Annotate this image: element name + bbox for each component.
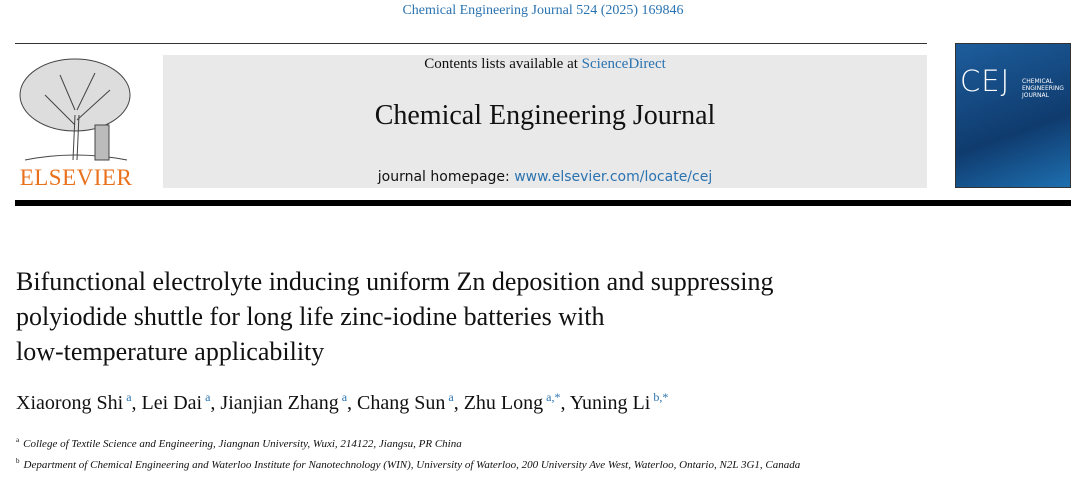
author-affiliation-mark: a bbox=[205, 390, 211, 404]
author: Yuning Li b,* bbox=[569, 390, 669, 414]
header-rule bbox=[15, 200, 1071, 206]
affiliation-label: a bbox=[16, 436, 20, 444]
sciencedirect-link[interactable]: ScienceDirect bbox=[581, 56, 666, 72]
author-name: Zhu Long bbox=[463, 392, 544, 414]
article-title: Bifunctional electrolyte inducing unifor… bbox=[16, 264, 773, 369]
author: Xiaorong Shi a bbox=[16, 390, 142, 414]
journal-name: Chemical Engineering Journal bbox=[374, 100, 716, 131]
top-rule bbox=[15, 43, 927, 44]
author-name: Chang Sun bbox=[357, 392, 446, 414]
affiliation-label: b bbox=[16, 457, 20, 465]
author-name: Xiaorong Shi bbox=[16, 392, 124, 414]
cover-title: CHEMICAL ENGINEERING JOURNAL bbox=[1022, 78, 1064, 99]
homepage-line: journal homepage: www.elsevier.com/locat… bbox=[163, 169, 927, 185]
contents-text: Contents lists available at bbox=[424, 56, 578, 72]
author-name: Yuning Li bbox=[569, 392, 651, 414]
contents-line: Contents lists available at ScienceDirec… bbox=[163, 56, 927, 73]
author-affiliation-mark: a bbox=[341, 390, 348, 404]
author: Chang Sun a bbox=[357, 390, 464, 414]
homepage-link[interactable]: www.elsevier.com/locate/cej bbox=[514, 169, 713, 185]
journal-cover[interactable] bbox=[955, 43, 1071, 188]
author-name: Jianjian Zhang bbox=[220, 392, 339, 414]
author-list: Xiaorong ShiaLei DaiaJianjian ZhangaChan… bbox=[16, 390, 668, 415]
author-affiliation-mark: a,* bbox=[546, 390, 561, 404]
author-affiliation-mark: b,* bbox=[653, 390, 669, 404]
author: Jianjian Zhang a bbox=[220, 390, 357, 414]
affiliation-text: Department of Chemical Engineering and W… bbox=[23, 459, 801, 471]
author-affiliation-mark: a bbox=[126, 390, 132, 404]
affiliation: b Department of Chemical Engineering and … bbox=[16, 453, 946, 474]
journal-banner bbox=[163, 55, 927, 188]
publisher-name: ELSEVIER bbox=[19, 165, 133, 190]
homepage-label: journal homepage: bbox=[377, 169, 510, 185]
author: Lei Dai a bbox=[141, 390, 221, 414]
title-line: low-temperature applicability bbox=[16, 337, 325, 366]
publisher-logo bbox=[15, 55, 137, 190]
author-affiliation-mark: a bbox=[448, 390, 454, 404]
affiliation-list: a College of Textile Science and Engineer… bbox=[16, 432, 946, 474]
title-line: polyiodide shuttle for long life zinc-io… bbox=[16, 302, 605, 331]
author: Zhu Long a,* bbox=[463, 390, 570, 414]
affiliation-text: College of Textile Science and Engineeri… bbox=[23, 438, 462, 450]
title-line: Bifunctional electrolyte inducing unifor… bbox=[16, 267, 774, 296]
citation[interactable]: Chemical Engineering Journal 524 (2025) … bbox=[402, 3, 684, 18]
cover-abbreviation: CEJ bbox=[960, 64, 1011, 98]
author-name: Lei Dai bbox=[141, 392, 203, 414]
affiliation: a College of Textile Science and Engineer… bbox=[16, 432, 946, 453]
